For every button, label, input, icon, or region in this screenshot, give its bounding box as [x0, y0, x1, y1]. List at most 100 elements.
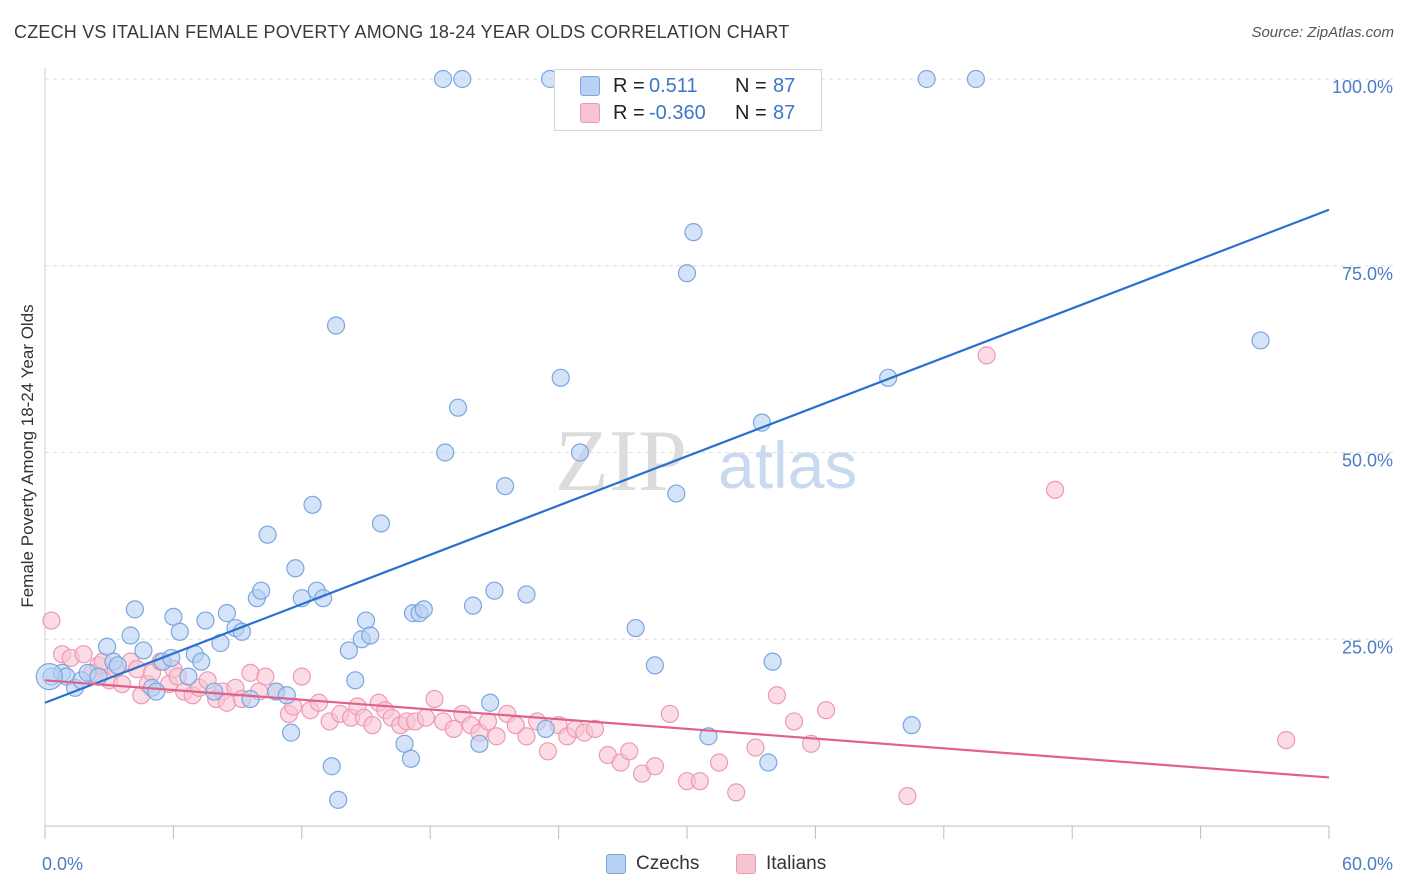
italians-r-value: -0.360 [649, 101, 706, 124]
y-tick-label: 100.0% [1332, 77, 1393, 97]
italians-point [1277, 730, 1296, 750]
italians-point [709, 753, 729, 772]
czechs-point [517, 585, 536, 604]
czechs-point [35, 662, 63, 691]
y-tick-labels: 25.0% 50.0% 75.0% 100.0% [1332, 77, 1393, 657]
italians-point [660, 704, 679, 724]
italians-point [727, 783, 746, 802]
czechs-point [339, 641, 358, 660]
italians-point [444, 719, 463, 738]
y-tick-label: 50.0% [1342, 451, 1393, 471]
italians-point [74, 645, 93, 664]
czechs-point [645, 656, 665, 675]
czechs-point [125, 600, 144, 619]
italians-points [42, 346, 1296, 806]
y-tick-label: 75.0% [1342, 264, 1393, 284]
italians-point [767, 686, 786, 705]
italians-point [256, 667, 275, 686]
watermark: ZIP atlas [555, 413, 857, 510]
czechs-point [966, 69, 986, 89]
czechs-point [204, 682, 224, 701]
stats-legend: R = 0.511 N = 87 R = -0.360 N = 87 [554, 69, 822, 131]
italians-point [585, 719, 605, 738]
czechs-point [401, 749, 421, 768]
czechs-point [414, 600, 433, 619]
czechs-point [667, 484, 686, 503]
czechs-point [346, 671, 365, 690]
czechs-point [252, 581, 271, 600]
y-tick-label: 25.0% [1342, 637, 1393, 657]
czechs-point [282, 723, 301, 742]
czechs-point [303, 495, 322, 514]
czechs-point [759, 753, 778, 772]
czechs-r-value: 0.511 [649, 74, 698, 97]
italians-point [416, 708, 436, 727]
czechs-point [134, 641, 153, 660]
czechs-point [699, 727, 718, 746]
italians-point [1045, 480, 1065, 499]
x-tick-label-max: 60.0% [1342, 854, 1393, 874]
czechs-point [463, 596, 483, 615]
legend-item-czechs[interactable]: Czechs [606, 852, 699, 876]
czechs-point [121, 626, 140, 645]
italians-point [425, 689, 444, 709]
legend-item-italians[interactable]: Italians [736, 852, 826, 876]
czechs-point [356, 611, 376, 630]
italians-point [620, 742, 639, 761]
czechs-point [453, 69, 472, 89]
czechs-point [917, 69, 936, 89]
r-label: R = [613, 101, 645, 124]
czechs-point [763, 652, 782, 671]
czechs-point [570, 443, 590, 462]
italians-point [478, 712, 498, 731]
czechs-point [329, 790, 348, 809]
italians-point [816, 701, 836, 720]
italians-n-value: 87 [773, 101, 796, 124]
czechs-point [485, 581, 504, 600]
grid-lines [45, 78, 1393, 640]
italians-point [42, 611, 61, 630]
italians-point [898, 787, 917, 806]
italians-legend-label: Italians [766, 853, 827, 874]
italians-point [487, 727, 506, 746]
italians-point [690, 772, 709, 791]
italians-swatch [580, 103, 600, 123]
watermark-zip: ZIP [555, 413, 687, 510]
czechs-point [626, 618, 645, 638]
czechs-point [448, 398, 468, 417]
trend-lines [44, 208, 1330, 779]
czechs-point [179, 667, 198, 686]
czechs-trend-line [44, 208, 1330, 704]
italians-trend-line [44, 679, 1330, 779]
axes [44, 68, 1330, 839]
chart-title: CZECH VS ITALIAN FEMALE POVERTY AMONG 18… [14, 22, 790, 42]
watermark-atlas: atlas [718, 428, 857, 502]
italians-point [517, 727, 536, 746]
czechs-point [536, 719, 555, 738]
czechs-point [232, 622, 251, 641]
czechs-point [470, 734, 489, 753]
r-label: R = [613, 74, 645, 97]
czechs-point [192, 652, 211, 671]
italians-point [292, 667, 311, 686]
italians-legend-swatch [736, 854, 756, 874]
czechs-point [879, 368, 898, 387]
czechs-point [277, 686, 296, 705]
n-label: N = [735, 74, 767, 97]
czechs-n-value: 87 [773, 74, 796, 97]
czechs-point [147, 682, 166, 701]
czechs-point [286, 559, 305, 578]
czechs-point [433, 69, 453, 89]
italians-point [241, 663, 260, 682]
czechs-point [241, 689, 260, 709]
italians-point [112, 674, 132, 694]
y-axis-title: Female Poverty Among 18-24 Year Olds [18, 304, 37, 608]
czechs-point [371, 514, 391, 533]
czechs-point [902, 716, 921, 735]
n-label: N = [735, 101, 767, 124]
czechs-point [196, 611, 215, 630]
czechs-point [170, 622, 189, 641]
source-label: Source: ZipAtlas.com [1251, 24, 1394, 41]
czechs-legend-swatch [606, 854, 626, 874]
